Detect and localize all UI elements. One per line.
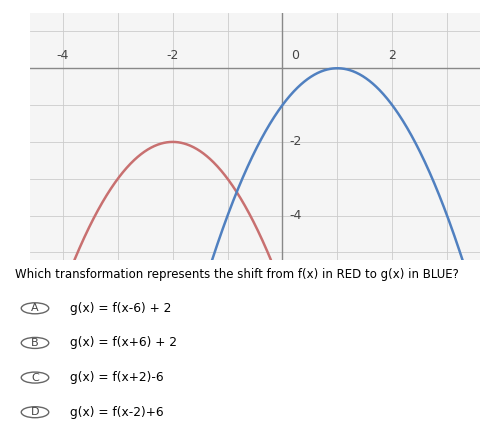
Text: D: D xyxy=(31,407,39,417)
Text: 0: 0 xyxy=(290,48,298,61)
Text: 2: 2 xyxy=(388,48,396,61)
Text: g(x) = f(x+6) + 2: g(x) = f(x+6) + 2 xyxy=(70,336,177,349)
Text: -2: -2 xyxy=(166,48,179,61)
Text: A: A xyxy=(31,303,39,313)
Text: C: C xyxy=(31,372,39,383)
Text: g(x) = f(x-6) + 2: g(x) = f(x-6) + 2 xyxy=(70,302,172,315)
Text: g(x) = f(x-2)+6: g(x) = f(x-2)+6 xyxy=(70,406,164,419)
Text: B: B xyxy=(31,338,39,348)
Text: g(x) = f(x+2)-6: g(x) = f(x+2)-6 xyxy=(70,371,164,384)
Text: -4: -4 xyxy=(289,209,302,222)
Text: Which transformation represents the shift from f(x) in RED to g(x) in BLUE?: Which transformation represents the shif… xyxy=(15,268,459,281)
Text: -2: -2 xyxy=(289,136,302,149)
Text: -4: -4 xyxy=(56,48,69,61)
